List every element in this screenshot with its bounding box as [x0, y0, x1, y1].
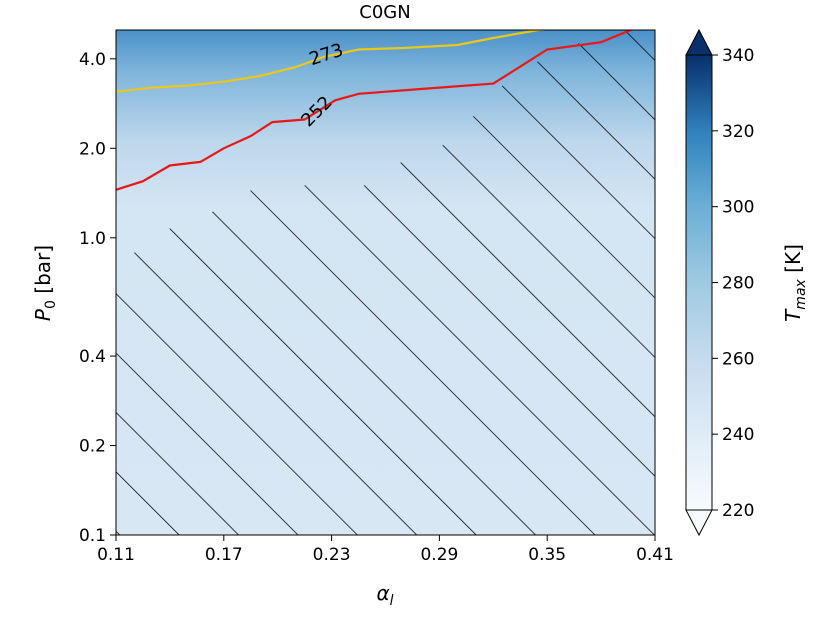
colorbar-tick-label: 260 [722, 349, 754, 369]
x-tick-label: 0.35 [528, 545, 566, 565]
y-tick-label: 0.2 [79, 437, 106, 457]
x-tick-label: 0.29 [420, 545, 458, 565]
y-tick-label: 0.1 [79, 526, 106, 546]
colorbar-tick-label: 320 [722, 122, 754, 142]
colorbar-tick-label: 220 [722, 501, 754, 521]
colorbar: 220 240 260 280 300 320 340 [685, 28, 754, 537]
x-tick-label: 0.11 [97, 545, 135, 565]
x-axis-title: αl [376, 581, 393, 609]
colorbar-extend-min [685, 509, 713, 537]
colorbar-tick-label: 240 [722, 425, 754, 445]
y-axis: 0.1 0.2 0.4 1.0 2.0 4.0 [79, 50, 116, 546]
contour-273-line [116, 30, 552, 93]
y-tick-label: 4.0 [79, 50, 106, 70]
x-tick-label: 0.17 [205, 545, 243, 565]
x-tick-label: 0.41 [636, 545, 674, 565]
plot-frame [115, 29, 656, 536]
y-tick-label: 2.0 [79, 139, 106, 159]
colorbar-gradient [685, 54, 713, 511]
colorbar-tick-label: 340 [722, 46, 754, 66]
contour-252-line [116, 30, 634, 191]
x-tick-label: 0.23 [313, 545, 351, 565]
colorbar-tick-label: 300 [722, 198, 754, 218]
colorbar-label: Tmax [K] [781, 244, 809, 322]
hatched-region [116, 30, 655, 535]
chart-title: C0GN [359, 2, 410, 23]
y-tick-label: 1.0 [79, 229, 106, 249]
y-tick-label: 0.4 [79, 347, 106, 367]
x-axis: 0.11 0.17 0.23 0.29 0.35 0.41 [97, 535, 674, 565]
colorbar-extend-max [685, 28, 713, 56]
plot-area [116, 30, 655, 535]
colorbar-tick-label: 280 [722, 274, 754, 294]
y-axis-title: P0 [bar] [31, 245, 59, 321]
